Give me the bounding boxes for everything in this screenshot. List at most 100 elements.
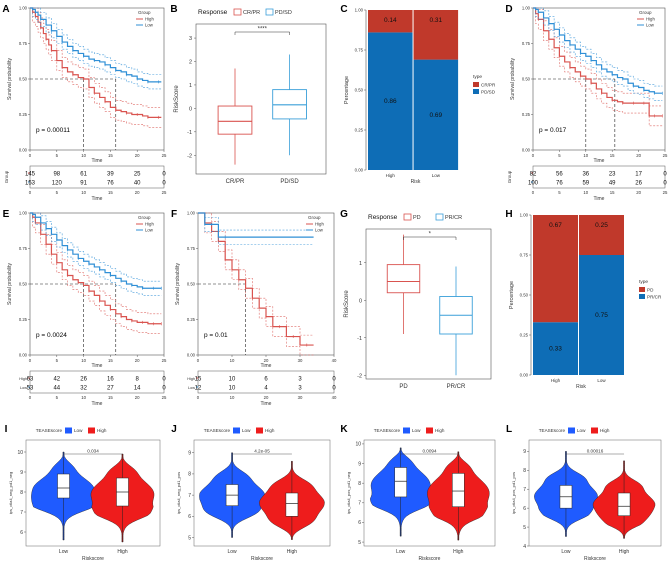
risk-count: 8 [136, 376, 140, 382]
x-tick-label: High [453, 549, 464, 555]
violin-box [57, 473, 70, 499]
p-value: 0.0094 [422, 449, 436, 454]
box-pd-sd [272, 89, 307, 120]
risk-count: 53 [27, 385, 34, 391]
x-tick-label: High [551, 378, 561, 383]
x-tick-label: 25 [663, 153, 668, 158]
risk-count: 10 [229, 385, 236, 391]
y-tick-label: 7 [523, 487, 526, 493]
ci-band-upper [533, 7, 663, 107]
risk-x-tick-label: 40 [332, 395, 337, 400]
legend-label: Low [145, 228, 154, 233]
x-tick-label: 10 [230, 358, 235, 363]
risk-x-tick-label: 30 [298, 395, 303, 400]
bar-value-label: 0.31 [429, 17, 442, 24]
x-tick-label: 0 [29, 358, 32, 363]
risk-count: 32 [80, 385, 87, 391]
significance-bracket [403, 236, 457, 240]
legend-label: CR/PR [243, 10, 260, 16]
y-tick-label: 1.00 [187, 211, 196, 216]
x-axis-label: Risk [576, 384, 586, 390]
x-tick-label: High [287, 549, 298, 555]
risk-table-frame [29, 370, 165, 394]
risk-x-tick-label: 5 [558, 190, 561, 195]
x-axis-label: Time [594, 158, 605, 164]
legend-label: High [145, 222, 154, 227]
box-panel-b: -2 -1 0 1 2 3 RiskScore Response CR/PR PD/SD CR/PR… [174, 8, 327, 185]
y-axis-label: Survival probability [175, 263, 181, 305]
y-tick-label: 0.00 [520, 373, 529, 378]
violin-panel-i: 6 7 8 9 10 ips_ctla4_neg_pd1_neg TEASEscore Low… [8, 427, 161, 562]
risk-count: 0 [332, 376, 336, 382]
y-tick-label: 10 [355, 442, 361, 448]
x-tick-label: 5 [558, 153, 561, 158]
legend-label: High [435, 428, 445, 433]
bar-pr-cr-low [579, 255, 624, 375]
x-tick-label: 5 [56, 153, 59, 158]
p-value: p = 0.00011 [36, 127, 70, 134]
bar-cr-pr-low [413, 10, 459, 60]
bar-value-label: 0.86 [384, 98, 397, 105]
legend-swatch [265, 8, 274, 16]
km-panel-a: 0.00 0.25 0.50 0.75 1.00 Survival probability… [4, 6, 167, 203]
risk-count: 59 [582, 180, 589, 186]
bar-pd-high [533, 215, 578, 323]
risk-count: 56 [556, 171, 563, 177]
survival-curve-high [533, 7, 663, 117]
risk-x-tick-label: 10 [81, 190, 86, 195]
p-value: 0.00016 [587, 449, 604, 454]
risk-row-label: Low [20, 386, 27, 390]
risk-table-frame [197, 370, 335, 394]
y-tick-label: 0 [189, 106, 192, 112]
violin-panel-k: 5 6 7 8 9 10 ips_ctla4_pos_pd1_neg TEASEscore Lo… [346, 427, 496, 562]
panel-letter-i: I [5, 424, 8, 435]
ci-band-upper [30, 212, 162, 282]
risk-count: 14 [134, 385, 141, 391]
x-tick-label: PD/SD [280, 179, 299, 185]
plot-frame [528, 439, 662, 547]
box-pd [386, 264, 421, 294]
y-axis-label: Percentage [344, 76, 350, 104]
risk-x-tick-label: 25 [663, 190, 668, 195]
y-tick-label: 8 [358, 481, 361, 487]
y-tick-label: 0.00 [187, 353, 196, 358]
y-tick-label: 0.50 [19, 77, 28, 82]
y-tick-label: 7 [188, 493, 191, 499]
km-panel-d: 0.00 0.25 0.50 0.75 1.00 Survival probability… [507, 6, 668, 203]
y-axis-label: Survival probability [7, 58, 13, 100]
risk-x-tick-label: 0 [29, 190, 32, 195]
y-tick-label: 9 [20, 470, 23, 476]
y-tick-label: 0.00 [522, 148, 531, 153]
risk-x-tick-label: 25 [162, 190, 167, 195]
y-axis-label: ips_ctla4_pos_pd1_neg [346, 472, 351, 514]
legend-swatch [639, 287, 645, 292]
y-tick-label: 1 [189, 83, 192, 89]
violin-box [285, 492, 299, 517]
risk-x-tick-label: 5 [56, 395, 59, 400]
x-tick-label: 25 [162, 358, 167, 363]
risk-x-tick-label: 20 [135, 190, 140, 195]
legend-label: Low [145, 23, 154, 28]
risk-x-tick-label: 0 [532, 190, 535, 195]
y-tick-label: 9 [358, 461, 361, 467]
risk-count: 3 [298, 385, 302, 391]
risk-count: 26 [80, 376, 87, 382]
y-axis-label: ips_ctla4_neg_pd1_neg [8, 472, 13, 514]
y-tick-label: 0.00 [19, 148, 28, 153]
x-tick-label: 20 [264, 358, 269, 363]
risk-x-tick-label: 20 [135, 395, 140, 400]
x-tick-label: 20 [636, 153, 641, 158]
risk-count: 91 [80, 180, 87, 186]
legend-swatch [403, 427, 410, 434]
risk-count: 76 [556, 180, 563, 186]
legend-swatch [591, 427, 598, 434]
legend-label: PD/SD [275, 10, 292, 16]
legend-label: CR/PR [481, 82, 496, 87]
bar-pr-cr-high [533, 322, 578, 375]
survival-curve-high [198, 212, 314, 346]
y-tick-label: 3 [189, 36, 192, 42]
legend-swatch [233, 8, 242, 16]
x-tick-label: Low [59, 549, 69, 555]
y-tick-label: 6 [188, 514, 191, 520]
y-tick-label: 7 [358, 501, 361, 507]
